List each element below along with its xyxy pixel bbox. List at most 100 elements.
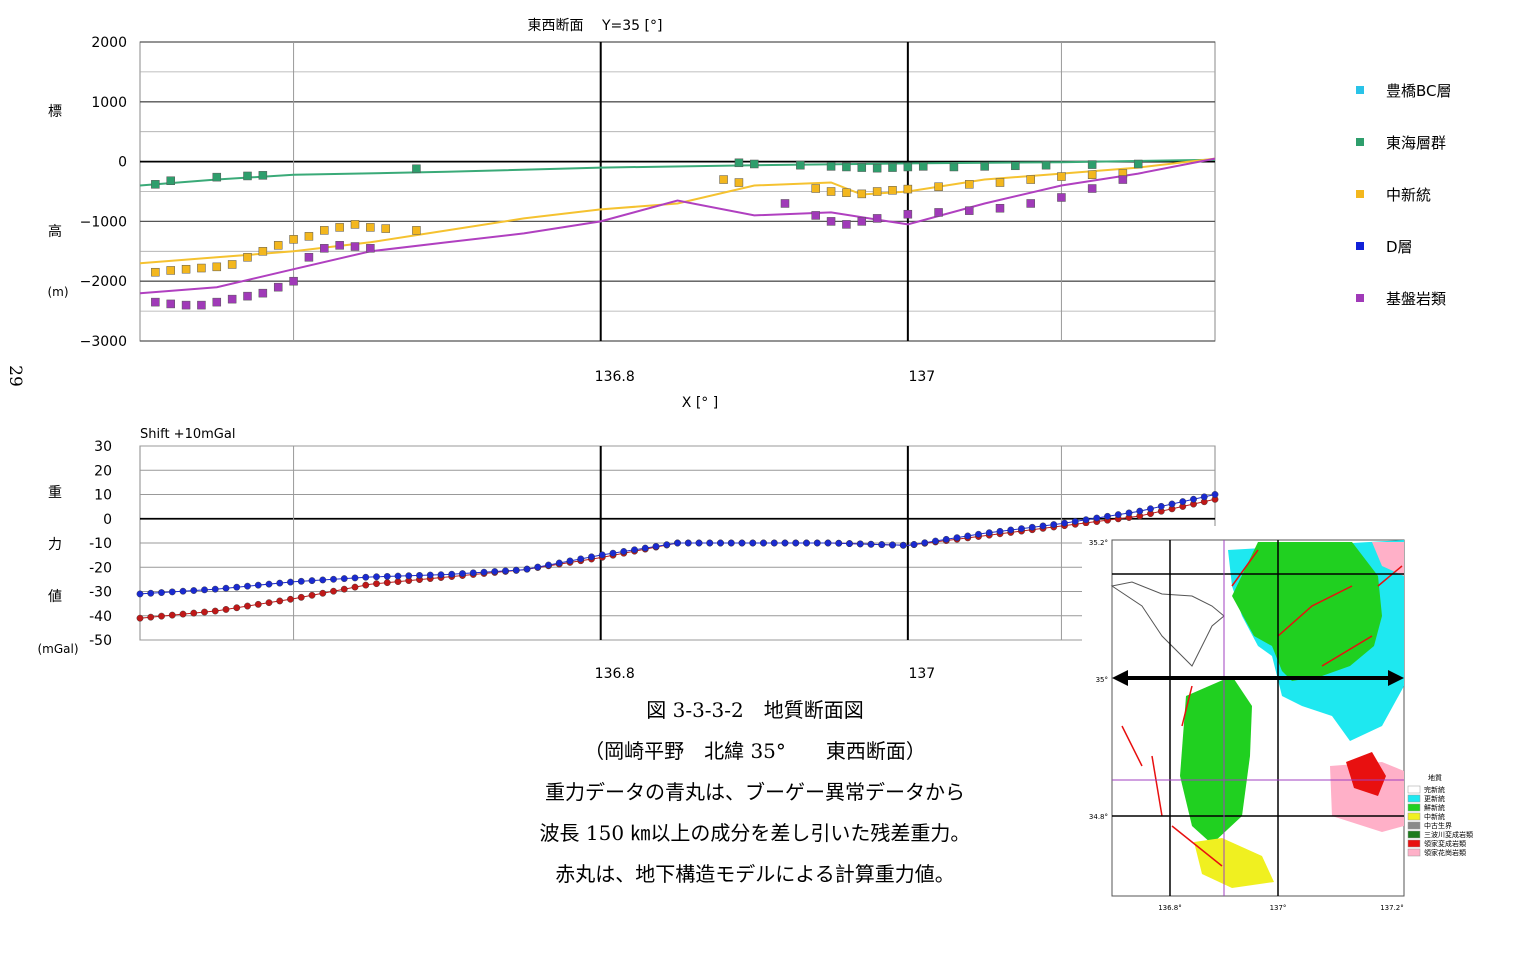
chart1-point xyxy=(151,180,160,189)
chart2-point-blue xyxy=(953,534,961,542)
chart2-point-blue xyxy=(233,583,241,591)
chart2-point-blue xyxy=(136,590,144,598)
chart2-point-blue xyxy=(878,541,886,549)
gravity-chart: 30 20 10 0 -10 -20 -30 -40 -50 136.8 137 Shift +1… xyxy=(37,427,1219,682)
map-lat-label: 34.8° xyxy=(1089,813,1108,821)
chart2-point-blue xyxy=(437,571,445,579)
chart1-point xyxy=(903,209,913,219)
chart1-point xyxy=(1011,161,1020,171)
chart2-point-blue xyxy=(362,573,370,581)
map-yellow-region xyxy=(1194,838,1274,888)
chart2-point-blue xyxy=(942,535,950,543)
chart1-point xyxy=(258,247,268,256)
chart2-point-blue xyxy=(749,539,757,547)
map-red-region xyxy=(1346,752,1386,796)
chart1-ytick-label: −1000 xyxy=(80,214,127,230)
chart2-xtick-label: 136.8 xyxy=(595,666,635,682)
chart2-point-red xyxy=(340,585,348,593)
map-arrow-head-left xyxy=(1112,670,1128,686)
chart2-point-red xyxy=(330,587,337,595)
chart2-point-blue xyxy=(394,572,402,580)
chart2-point-blue xyxy=(276,579,284,587)
chart1-point xyxy=(811,211,820,220)
chart1-legend-label: D層 xyxy=(1386,238,1413,256)
chart2-point-blue xyxy=(1147,505,1154,513)
chart2-point-red xyxy=(373,580,380,588)
chart2-point-blue xyxy=(706,539,714,547)
chart1-point xyxy=(258,288,268,298)
chart2-point-blue xyxy=(534,563,542,571)
chart1-legend-marker xyxy=(1356,86,1364,94)
chart2-point-blue xyxy=(448,570,456,578)
chart2-point-blue xyxy=(566,557,574,565)
chart2-point-red xyxy=(351,583,359,591)
chart1-point xyxy=(872,163,882,173)
chart1-point xyxy=(1041,160,1051,170)
chart1-point xyxy=(197,300,206,310)
chart2-ytick-label: -20 xyxy=(89,560,112,576)
chart2-point-blue xyxy=(1018,525,1025,533)
chart2-ylabel-3: 値 xyxy=(48,589,62,605)
chart2-point-blue xyxy=(351,574,359,582)
chart1-point xyxy=(903,184,913,194)
chart1-xtick-label: 137 xyxy=(908,369,935,385)
chart1-line-中新統 xyxy=(139,157,1216,265)
chart1-point xyxy=(1118,175,1128,184)
chart2-point-red xyxy=(362,581,370,589)
chart1-point xyxy=(888,186,897,195)
chart2-point-red xyxy=(383,579,391,587)
chart2-point-blue xyxy=(652,542,660,550)
chart2-point-blue xyxy=(727,539,735,547)
geology-map-inset: 35.2° 35° 34.8° 136.8° 137° 137.2° 地質 完新統 更新統 鮮新… xyxy=(1082,526,1502,920)
chart2-point-blue xyxy=(512,566,520,574)
chart2-ytick-label: 30 xyxy=(94,439,112,455)
chart1-point xyxy=(381,224,390,233)
chart1-point xyxy=(243,253,252,262)
chart1-point xyxy=(1026,199,1035,208)
chart2-point-red xyxy=(179,610,187,618)
chart2-point-blue xyxy=(254,581,262,589)
caption-line-5: 赤丸は、地下構造モデルによる計算重力値。 xyxy=(555,862,955,886)
caption-line-1: 図 3-3-3-2 地質断面図 xyxy=(646,698,864,722)
chart2-point-blue xyxy=(1136,507,1144,515)
caption-line-3: 重力データの青丸は、ブーゲー異常データから xyxy=(545,780,965,804)
chart1-point xyxy=(366,223,375,232)
chart1-point xyxy=(842,188,851,197)
chart2-point-blue xyxy=(416,571,423,579)
chart1-point xyxy=(965,180,974,189)
chart1-grid xyxy=(139,41,1216,342)
chart1-point xyxy=(949,162,959,172)
chart2-point-blue xyxy=(147,589,155,597)
chart1-point xyxy=(903,162,913,172)
chart1-point xyxy=(1087,170,1097,180)
chart1-ytick-label: 1000 xyxy=(91,95,127,111)
chart1-point xyxy=(734,178,744,187)
chart1-point xyxy=(826,187,836,196)
chart2-points xyxy=(136,491,1219,622)
chart2-point-red xyxy=(308,591,316,599)
chart2-point-blue xyxy=(781,539,789,547)
chart1-ytick-label: −3000 xyxy=(80,334,127,350)
chart2-point-blue xyxy=(770,539,778,547)
chart2-point-red xyxy=(265,599,273,607)
chart2-point-blue xyxy=(1200,493,1208,501)
map-legend-swatch xyxy=(1407,830,1421,839)
chart2-point-blue xyxy=(813,539,821,547)
map-legend-swatch xyxy=(1407,821,1421,830)
chart1-point xyxy=(350,220,360,229)
chart1-point xyxy=(412,164,421,174)
chart1-legend-label: 中新統 xyxy=(1386,186,1431,204)
chart2-point-blue xyxy=(330,575,337,583)
chart1-line-基盤岩類 xyxy=(139,157,1216,295)
chart2-point-blue xyxy=(308,577,316,585)
map-coordinate-labels: 35.2° 35° 34.8° 136.8° 137° 137.2° xyxy=(1089,539,1404,912)
chart2-point-blue xyxy=(824,539,832,547)
map-lat-label: 35.2° xyxy=(1089,539,1108,547)
chart2-point-blue xyxy=(674,539,681,547)
chart2-point-red xyxy=(276,597,284,605)
chart2-point-blue xyxy=(985,529,993,537)
chart2-point-blue xyxy=(921,539,929,547)
chart1-ylabel-3: (m) xyxy=(47,285,68,299)
